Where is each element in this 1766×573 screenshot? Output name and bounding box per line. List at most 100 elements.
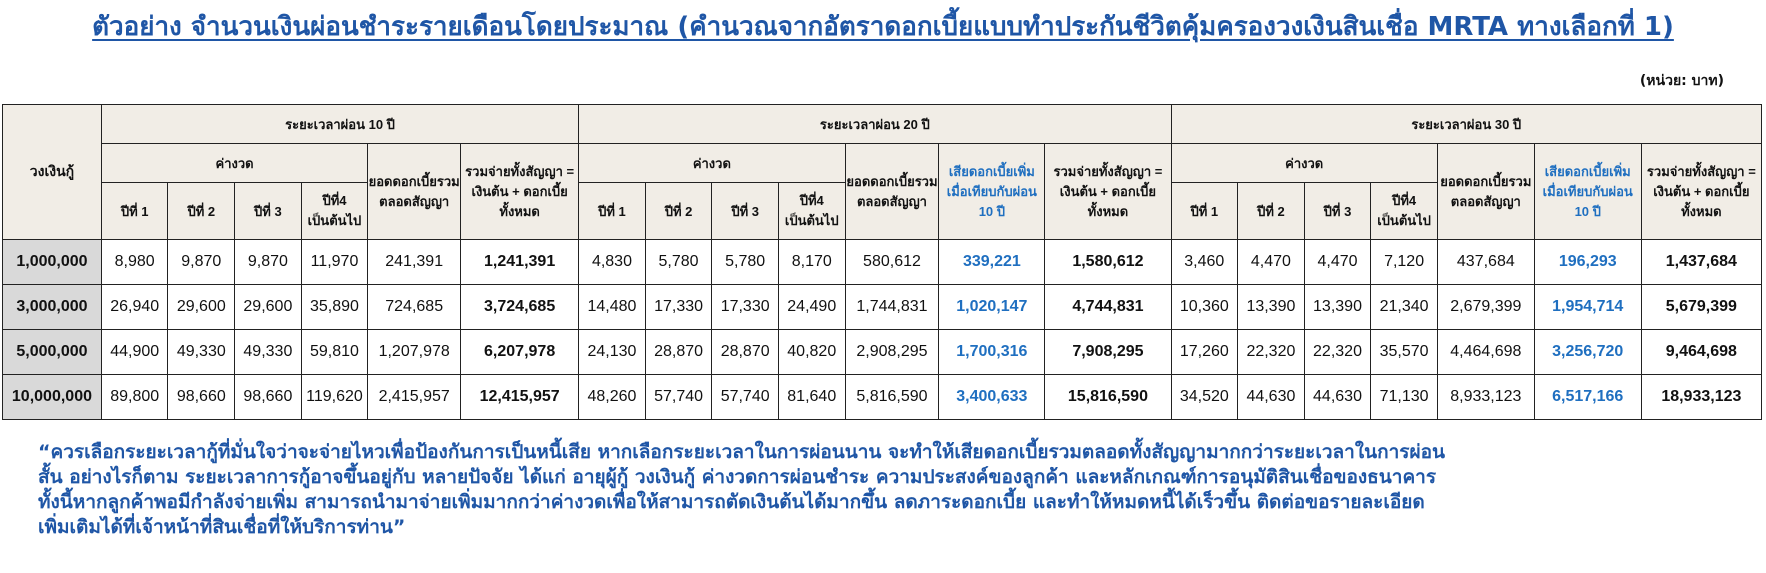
table-cell: 5,780 — [644, 239, 713, 285]
header-installment-10: ค่างวด — [100, 143, 369, 183]
table-cell: 2,679,399 — [1436, 284, 1535, 330]
table-cell: 98,660 — [234, 374, 302, 420]
table-cell: 8,170 — [777, 239, 846, 285]
header-period-30: ระยะเวลาผ่อน 30 ปี — [1170, 104, 1763, 144]
table-cell: 49,330 — [167, 329, 236, 375]
table-cell: 17,330 — [644, 284, 713, 330]
header-interest-total-20: ยอดดอกเบี้ยรวมตลอดสัญญา — [844, 143, 940, 240]
table-cell: 1,744,831 — [844, 284, 940, 330]
table-cell: 119,620 — [300, 374, 369, 420]
table-cell: 22,320 — [1303, 329, 1372, 375]
table-cell: 98,660 — [167, 374, 236, 420]
note-line: ทั้งนี้หากลูกค้าพอมีกำลังจ่ายเพิ่ม สามาร… — [38, 491, 1425, 513]
table-cell: 35,570 — [1370, 329, 1438, 375]
table-cell: 7,120 — [1370, 239, 1438, 285]
table-row: 1,000,000 8,980 9,870 9,870 11,970 241,3… — [2, 239, 1763, 285]
extra-interest-cell: 196,293 — [1533, 239, 1642, 285]
grand-total-cell: 3,724,685 — [460, 284, 580, 330]
table-cell: 17,260 — [1170, 329, 1239, 375]
table-cell: 57,740 — [644, 374, 713, 420]
header-extra-interest-20: เสียดอกเบี้ยเพิ่มเมื่อเทียบกับผ่อน 10 ปี — [938, 143, 1046, 240]
table-cell: 34,520 — [1170, 374, 1239, 420]
grand-total-cell: 1,580,612 — [1044, 239, 1172, 285]
grand-total-cell: 7,908,295 — [1044, 329, 1172, 375]
note-line: เพิ่มเติมได้ที่เจ้าหน้าที่สินเชื่อที่ให้… — [38, 516, 406, 538]
advice-note: “ควรเลือกระยะเวลากู้ที่มั่นใจว่าจะจ่ายไห… — [38, 440, 1738, 540]
header-period-20: ระยะเวลาผ่อน 20 ปี — [578, 104, 1172, 144]
table-cell: 35,890 — [300, 284, 369, 330]
header-year-4-onward: ปีที่4 เป็นต้นไป — [777, 182, 846, 240]
table-cell: 3,460 — [1170, 239, 1239, 285]
unit-label: (หน่วย: บาท) — [1639, 73, 1724, 89]
grand-total-cell: 1,241,391 — [460, 239, 580, 285]
table-cell: 29,600 — [167, 284, 236, 330]
table-cell: 4,830 — [578, 239, 646, 285]
table-cell: 9,870 — [234, 239, 302, 285]
grand-total-cell: 18,933,123 — [1640, 374, 1763, 420]
extra-interest-cell: 3,256,720 — [1533, 329, 1642, 375]
header-installment-30: ค่างวด — [1170, 143, 1438, 183]
table-cell: 44,630 — [1303, 374, 1372, 420]
table-cell: 26,940 — [100, 284, 169, 330]
note-line: สั้น อย่างไรก็ตาม ระยะเวลาการกู้อาจขึ้นอ… — [38, 466, 1437, 488]
table-cell: 11,970 — [300, 239, 369, 285]
table-cell: 89,800 — [100, 374, 169, 420]
table-cell: 9,870 — [167, 239, 236, 285]
loan-amount-cell: 1,000,000 — [2, 239, 102, 285]
table-cell: 40,820 — [777, 329, 846, 375]
grand-total-cell: 9,464,698 — [1640, 329, 1763, 375]
extra-interest-cell: 1,020,147 — [938, 284, 1046, 330]
table-cell: 57,740 — [711, 374, 779, 420]
header-year-3: ปีที่ 3 — [711, 182, 779, 240]
header-year-1: ปีที่ 1 — [1170, 182, 1239, 240]
header-year-2: ปีที่ 2 — [1237, 182, 1305, 240]
table-cell: 10,360 — [1170, 284, 1239, 330]
table-cell: 71,130 — [1370, 374, 1438, 420]
grand-total-cell: 1,437,684 — [1640, 239, 1763, 285]
header-period-10: ระยะเวลาผ่อน 10 ปี — [100, 104, 580, 144]
header-grand-total-20: รวมจ่ายทั้งสัญญา = เงินต้น + ดอกเบี้ยทั้… — [1044, 143, 1172, 240]
grand-total-cell: 12,415,957 — [460, 374, 580, 420]
header-interest-total-10: ยอดดอกเบี้ยรวมตลอดสัญญา — [367, 143, 462, 240]
table-cell: 2,908,295 — [844, 329, 940, 375]
table-cell: 4,470 — [1237, 239, 1305, 285]
table-cell: 28,870 — [711, 329, 779, 375]
header-year-3: ปีที่ 3 — [1303, 182, 1372, 240]
table-cell: 5,816,590 — [844, 374, 940, 420]
table-cell: 4,464,698 — [1436, 329, 1535, 375]
table-cell: 1,207,978 — [367, 329, 462, 375]
table-row: 5,000,000 44,900 49,330 49,330 59,810 1,… — [2, 329, 1763, 375]
table-cell: 8,980 — [100, 239, 169, 285]
extra-interest-cell: 1,954,714 — [1533, 284, 1642, 330]
table-cell: 48,260 — [578, 374, 646, 420]
header-year-2: ปีที่ 2 — [644, 182, 713, 240]
table-cell: 14,480 — [578, 284, 646, 330]
header-grand-total-30: รวมจ่ายทั้งสัญญา = เงินต้น + ดอกเบี้ยทั้… — [1640, 143, 1763, 240]
extra-interest-cell: 3,400,633 — [938, 374, 1046, 420]
header-installment-20: ค่างวด — [578, 143, 846, 183]
header-year-1: ปีที่ 1 — [578, 182, 646, 240]
header-loan-amount: วงเงินกู้ — [2, 104, 102, 240]
page-title: ตัวอย่าง จำนวนเงินผ่อนชำระรายเดือนโดยประ… — [92, 12, 1674, 42]
table-cell: 29,600 — [234, 284, 302, 330]
loan-amount-cell: 3,000,000 — [2, 284, 102, 330]
header-grand-total-10: รวมจ่ายทั้งสัญญา = เงินต้น + ดอกเบี้ยทั้… — [460, 143, 580, 240]
table-cell: 28,870 — [644, 329, 713, 375]
table-cell: 8,933,123 — [1436, 374, 1535, 420]
loan-amount-cell: 5,000,000 — [2, 329, 102, 375]
table-row: 3,000,000 26,940 29,600 29,600 35,890 72… — [2, 284, 1763, 330]
table-cell: 241,391 — [367, 239, 462, 285]
header-year-1: ปีที่ 1 — [100, 182, 169, 240]
table-cell: 2,415,957 — [367, 374, 462, 420]
grand-total-cell: 6,207,978 — [460, 329, 580, 375]
header-year-4-onward: ปีที่4 เป็นต้นไป — [1370, 182, 1438, 240]
table-cell: 24,130 — [578, 329, 646, 375]
note-line: “ควรเลือกระยะเวลากู้ที่มั่นใจว่าจะจ่ายไห… — [38, 441, 1446, 463]
table-cell: 49,330 — [234, 329, 302, 375]
table-cell: 4,470 — [1303, 239, 1372, 285]
header-year-4-onward: ปีที่4 เป็นต้นไป — [300, 182, 369, 240]
extra-interest-cell: 6,517,166 — [1533, 374, 1642, 420]
table-cell: 59,810 — [300, 329, 369, 375]
table-cell: 13,390 — [1303, 284, 1372, 330]
